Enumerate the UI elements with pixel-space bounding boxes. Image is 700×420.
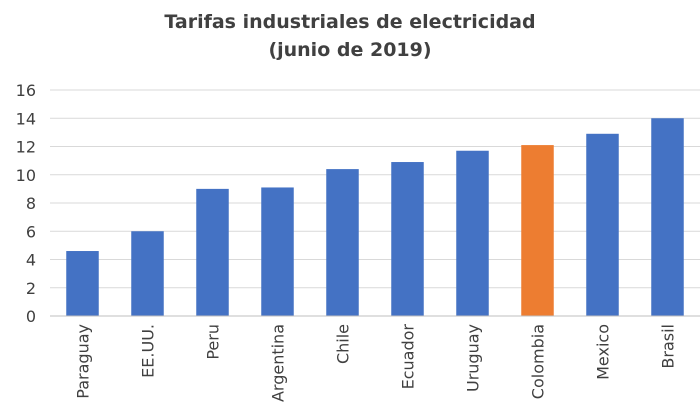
chart-title: Tarifas industriales de electricidad [164, 11, 536, 33]
chart-subtitle: (junio de 2019) [268, 39, 432, 61]
bars [66, 118, 684, 316]
x-tick-label: Brasil [659, 324, 678, 369]
x-tick-label: Ecuador [399, 324, 418, 390]
y-tick-label: 14 [16, 109, 36, 128]
bar-uruguay [456, 150, 489, 316]
y-tick-label: 2 [26, 279, 36, 298]
bar-ecuador [391, 162, 424, 316]
x-tick-label: Uruguay [464, 324, 483, 392]
bar-peru [196, 188, 229, 316]
y-tick-label: 6 [26, 222, 36, 241]
x-tick-label: Chile [334, 324, 353, 364]
bar-ee-uu [131, 231, 164, 316]
bar-brasil [651, 118, 684, 316]
bar-chile [326, 169, 359, 316]
bar-argentina [261, 187, 294, 316]
y-tick-label: 10 [16, 166, 36, 185]
x-axis-ticks: Paraguay EE.UU. Peru Argentina Chile Ecuador U… [74, 324, 678, 402]
bar-paraguay [66, 251, 99, 316]
bar-colombia [521, 145, 554, 316]
y-tick-label: 16 [16, 81, 36, 100]
x-tick-label: Mexico [594, 324, 613, 380]
y-tick-label: 8 [26, 194, 36, 213]
x-tick-label: Argentina [269, 324, 288, 402]
y-tick-label: 12 [16, 138, 36, 157]
x-tick-label: EE.UU. [139, 324, 158, 378]
y-tick-label: 0 [26, 307, 36, 326]
x-tick-label: Paraguay [74, 324, 93, 399]
y-axis-ticks: 0 2 4 6 8 10 12 14 16 [16, 81, 36, 326]
x-tick-label: Colombia [529, 324, 548, 399]
y-tick-label: 4 [26, 251, 36, 270]
x-tick-label: Peru [204, 324, 223, 360]
bar-mexico [586, 133, 619, 316]
